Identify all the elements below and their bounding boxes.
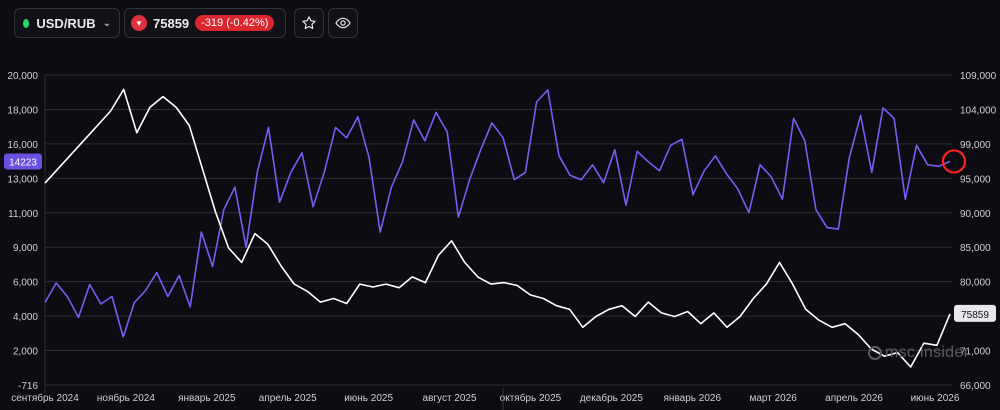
right-axis-tick: 99,000 [960, 140, 991, 151]
x-axis-tick: июнь 2025 [344, 393, 393, 404]
x-axis-tick: март 2026 [749, 393, 797, 404]
left-axis-tick: 6,000 [13, 278, 38, 289]
x-axis-tick: июнь 2026 [911, 393, 960, 404]
status-dot [23, 18, 30, 28]
left-axis-tick: 2,000 [13, 347, 38, 358]
x-axis-tick: январь 2025 [178, 393, 236, 404]
x-axis-tick: август 2025 [423, 393, 477, 404]
right-axis-tick: 90,000 [960, 209, 991, 220]
eye-icon [335, 17, 351, 29]
left-axis-tick: -716 [18, 381, 38, 392]
symbol-selector[interactable]: USD/RUB ⌄ [14, 8, 120, 38]
x-axis-tick: январь 2026 [664, 393, 722, 404]
quote-box: ▼ 75859 -319 (-0.42%) [124, 8, 286, 38]
right-last-value-tag [954, 304, 996, 322]
x-axis-tick: октябрь 2025 [500, 392, 562, 404]
watch-button[interactable] [328, 8, 358, 38]
left-axis-tick: 20,000 [7, 71, 38, 82]
x-axis-tick: ноябрь 2024 [97, 392, 155, 404]
star-icon [302, 16, 316, 30]
right-axis-tick: 104,000 [960, 105, 997, 116]
left-axis-tick: 11,000 [8, 209, 38, 220]
favorite-button[interactable] [294, 8, 324, 38]
x-axis-tick: апрель 2025 [259, 393, 317, 404]
series-line-left [44, 89, 951, 338]
price-change-badge: -319 (-0.42%) [195, 15, 275, 31]
x-axis-tick: сентябрь 2024 [11, 392, 79, 404]
right-axis-tick: 66,000 [960, 381, 991, 392]
down-arrow-icon: ▼ [131, 15, 147, 31]
right-last-value-label: 75859 [961, 310, 989, 321]
left-last-value-label: 14223 [9, 157, 37, 168]
right-axis-tick: 80,000 [960, 278, 991, 289]
left-last-value-tag [4, 153, 42, 170]
chevron-down-icon: ⌄ [102, 17, 111, 29]
x-axis-tick: апрель 2026 [825, 393, 883, 404]
left-axis-tick: 9,000 [13, 243, 38, 254]
right-axis-tick: 95,000 [960, 174, 991, 185]
left-axis-tick: 16,000 [7, 140, 38, 151]
current-price: 75859 [153, 15, 190, 31]
symbol-label: USD/RUB [36, 15, 96, 31]
right-axis-tick: 71,000 [960, 347, 991, 358]
right-axis-tick: 85,000 [960, 243, 991, 254]
watermark-logo [868, 346, 882, 360]
left-axis-tick: 4,000 [13, 312, 38, 323]
chart-toolbar: USD/RUB ⌄ ▼ 75859 -319 (-0.42%) [0, 0, 1000, 44]
watermark: msc insider [868, 344, 969, 362]
left-axis-tick: 13,000 [7, 174, 38, 185]
right-axis-tick: 109,000 [960, 71, 997, 82]
series-line-right [44, 88, 951, 368]
x-axis-tick: декабрь 2025 [580, 392, 644, 404]
left-axis-tick: 18,000 [7, 105, 38, 116]
red-circle-marker [941, 149, 967, 174]
